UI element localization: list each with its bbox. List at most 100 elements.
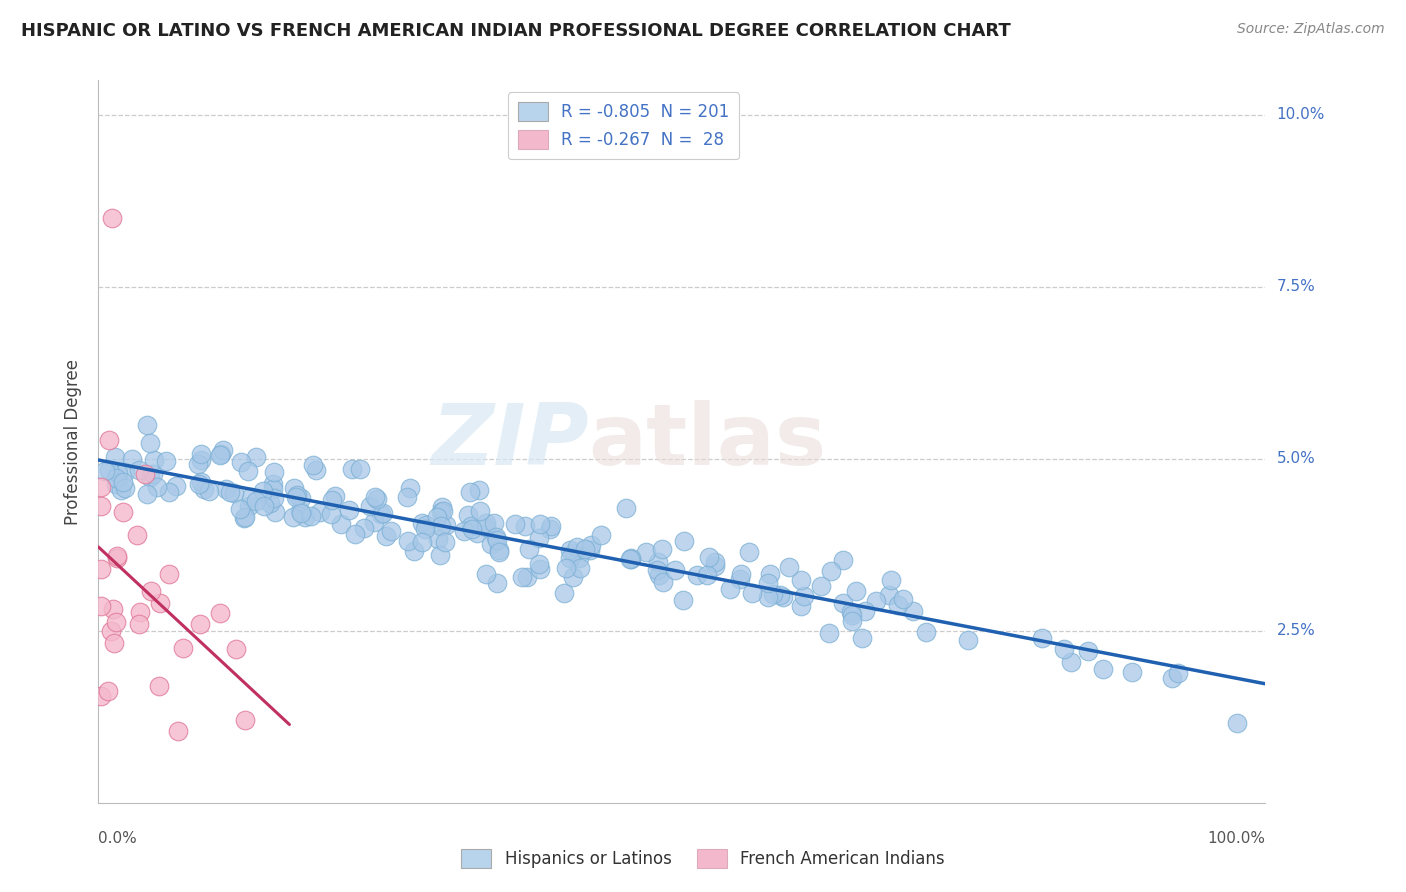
- Point: [430, 500, 453, 514]
- Point: [432, 504, 454, 518]
- Point: [299, 508, 322, 523]
- Point: [190, 452, 212, 467]
- Point: [1053, 642, 1076, 657]
- Point: [370, 507, 392, 521]
- Point: [399, 481, 422, 495]
- Point: [434, 518, 457, 533]
- Point: [673, 533, 696, 548]
- Point: [880, 573, 903, 587]
- Point: [233, 510, 256, 524]
- Point: [841, 608, 863, 623]
- Point: [529, 516, 551, 531]
- Point: [591, 527, 613, 541]
- Text: 0.0%: 0.0%: [98, 830, 138, 846]
- Point: [212, 443, 235, 458]
- Point: [121, 451, 143, 466]
- Point: [516, 570, 538, 584]
- Point: [125, 528, 148, 542]
- Point: [105, 549, 128, 563]
- Point: [263, 505, 285, 519]
- Point: [90, 599, 112, 613]
- Point: [648, 567, 671, 582]
- Point: [485, 530, 508, 544]
- Point: [634, 544, 657, 558]
- Point: [396, 533, 419, 548]
- Point: [503, 517, 526, 532]
- Point: [98, 463, 121, 477]
- Point: [877, 588, 900, 602]
- Point: [738, 545, 761, 559]
- Point: [517, 541, 540, 556]
- Point: [165, 479, 187, 493]
- Point: [581, 538, 603, 552]
- Point: [353, 520, 375, 534]
- Point: [468, 483, 491, 497]
- Point: [138, 435, 160, 450]
- Point: [820, 564, 842, 578]
- Point: [209, 447, 232, 461]
- Point: [817, 626, 839, 640]
- Point: [475, 566, 498, 581]
- Point: [236, 465, 259, 479]
- Point: [728, 572, 751, 586]
- Legend: R = -0.805  N = 201, R = -0.267  N =  28: R = -0.805 N = 201, R = -0.267 N = 28: [508, 92, 740, 159]
- Text: HISPANIC OR LATINO VS FRENCH AMERICAN INDIAN PROFESSIONAL DEGREE CORRELATION CHA: HISPANIC OR LATINO VS FRENCH AMERICAN IN…: [21, 22, 1011, 40]
- Point: [513, 518, 536, 533]
- Point: [453, 524, 475, 538]
- Point: [482, 516, 505, 531]
- Point: [321, 508, 343, 522]
- Point: [429, 548, 451, 562]
- Point: [138, 470, 160, 484]
- Point: [1060, 655, 1083, 669]
- Point: [128, 463, 150, 477]
- Point: [90, 562, 112, 576]
- Point: [831, 595, 853, 609]
- Point: [851, 631, 873, 645]
- Point: [363, 515, 385, 529]
- Point: [107, 466, 129, 480]
- Point: [349, 462, 371, 476]
- Point: [619, 552, 641, 566]
- Point: [167, 724, 190, 739]
- Point: [197, 484, 219, 499]
- Point: [172, 640, 194, 655]
- Point: [104, 615, 127, 629]
- Point: [664, 563, 686, 577]
- Point: [98, 433, 121, 447]
- Point: [90, 499, 112, 513]
- Text: 2.5%: 2.5%: [1277, 624, 1315, 639]
- Point: [540, 518, 562, 533]
- Point: [136, 486, 159, 500]
- Point: [229, 502, 252, 516]
- Point: [135, 417, 157, 432]
- Point: [413, 522, 436, 536]
- Point: [465, 526, 488, 541]
- Point: [225, 642, 247, 657]
- Point: [569, 561, 592, 575]
- Point: [208, 448, 231, 462]
- Point: [1092, 662, 1115, 676]
- Point: [704, 555, 727, 569]
- Point: [155, 453, 177, 467]
- Point: [148, 679, 170, 693]
- Point: [359, 500, 381, 514]
- Point: [375, 529, 398, 543]
- Point: [510, 570, 533, 584]
- Point: [853, 604, 876, 618]
- Point: [239, 490, 262, 504]
- Point: [839, 605, 862, 619]
- Point: [479, 537, 502, 551]
- Point: [262, 482, 284, 496]
- Point: [488, 543, 510, 558]
- Point: [696, 568, 718, 582]
- Point: [402, 544, 425, 558]
- Point: [283, 481, 305, 495]
- Point: [789, 573, 811, 587]
- Point: [285, 490, 308, 504]
- Point: [114, 465, 136, 479]
- Point: [841, 614, 863, 628]
- Y-axis label: Professional Degree: Professional Degree: [65, 359, 83, 524]
- Point: [553, 586, 575, 600]
- Point: [146, 480, 169, 494]
- Point: [209, 606, 232, 620]
